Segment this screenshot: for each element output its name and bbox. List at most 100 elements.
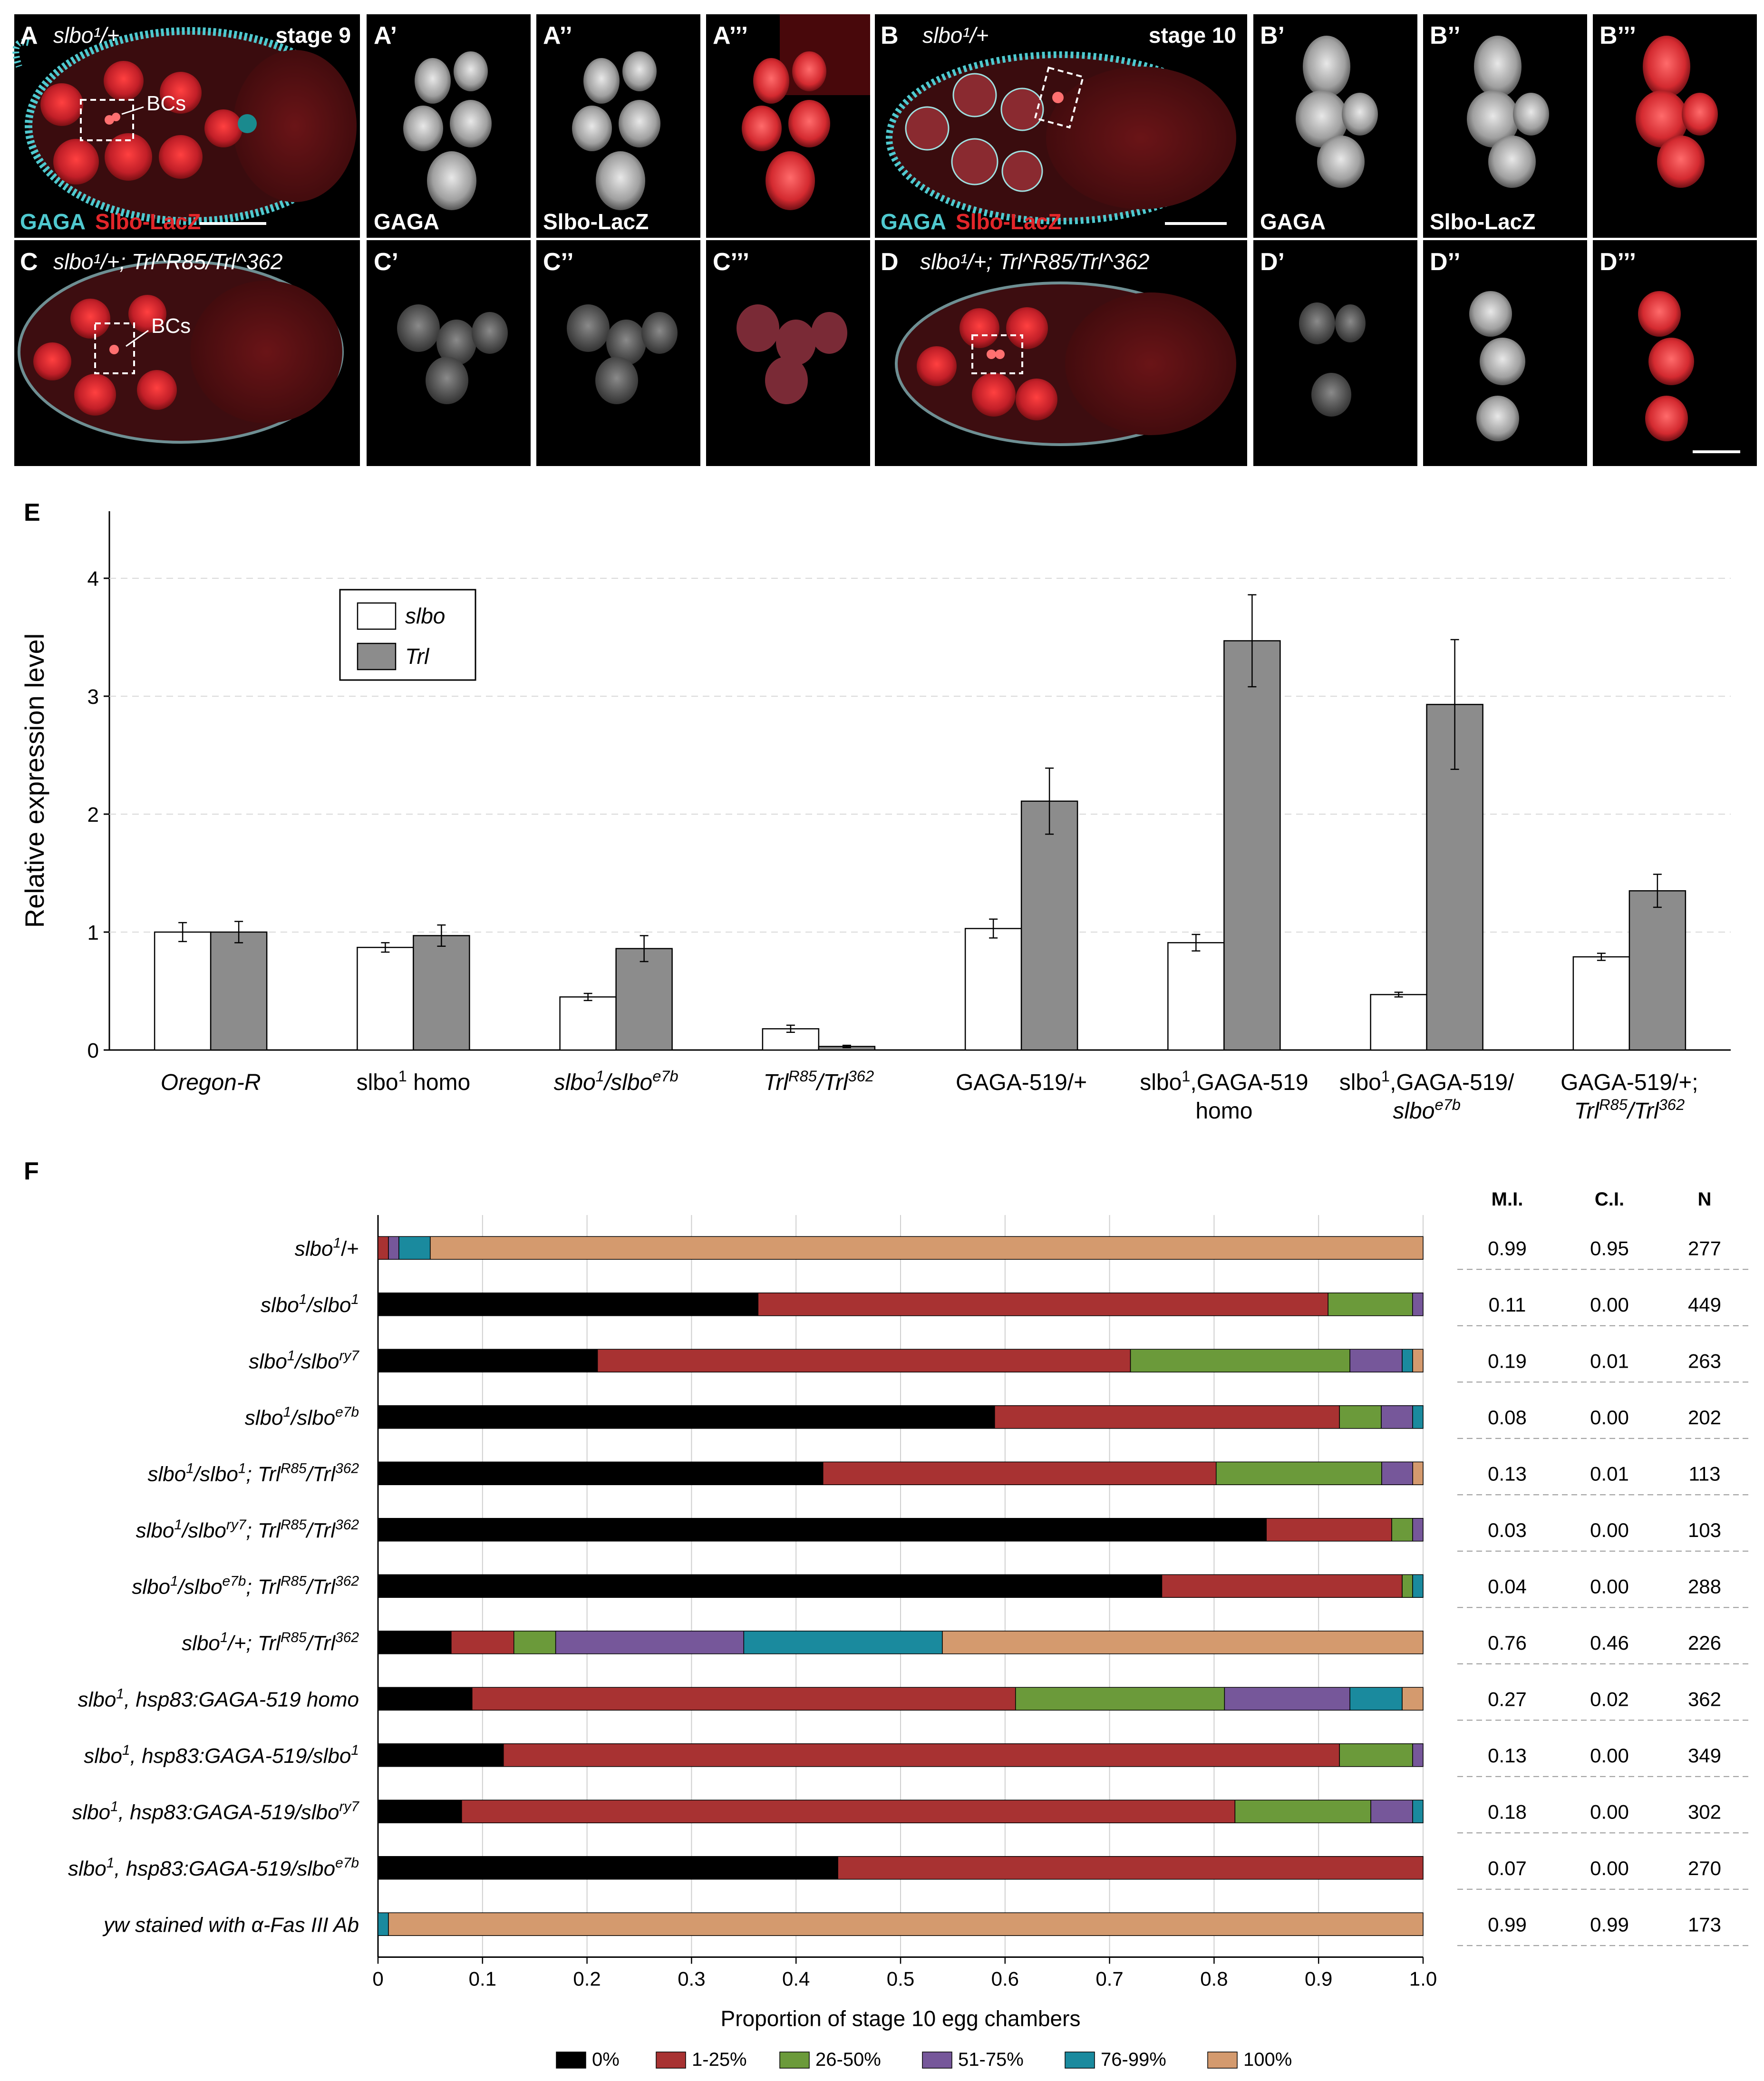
f-table-cell: 263 — [1688, 1350, 1721, 1372]
f-table-cell: 103 — [1688, 1519, 1721, 1541]
f-xtick-label: 0.5 — [887, 1968, 914, 1990]
f-table-cell: 0.13 — [1488, 1744, 1527, 1767]
e-ytick-label: 3 — [87, 685, 99, 709]
f-bar-segment — [1339, 1743, 1413, 1767]
f-table-cell: 0.08 — [1488, 1406, 1527, 1429]
f-bar-segment — [378, 1687, 473, 1711]
f-table-cell: 173 — [1688, 1913, 1721, 1935]
f-table-cell: 0.19 — [1488, 1350, 1527, 1372]
f-bar-segment — [1412, 1799, 1424, 1823]
f-table-cell: 0.02 — [1590, 1688, 1629, 1710]
f-table-cell: 449 — [1688, 1293, 1721, 1316]
f-table-cell: 277 — [1688, 1237, 1721, 1259]
panel-F-letter: F — [24, 1157, 39, 1185]
f-legend-label: 100% — [1243, 2049, 1292, 2070]
panel-B-stain-lacz: Slbo-LacZ — [956, 209, 1061, 234]
panel-C3-letter: C’’’ — [713, 248, 749, 276]
panel-B1-letter: B’ — [1260, 22, 1285, 49]
f-xtick-label: 0.9 — [1305, 1968, 1332, 1990]
panel-A-stage: stage 9 — [275, 23, 351, 48]
f-row-label: slbo1, hsp83:GAGA-519/slboe7b — [68, 1855, 359, 1880]
f-bar-segment — [1130, 1349, 1350, 1372]
e-category-label: GAGA-519/+ — [956, 1070, 1087, 1095]
panel-B-genotype: slbo¹/+ — [922, 23, 989, 48]
f-legend-label: 0% — [592, 2049, 620, 2070]
f-xtick-label: 1.0 — [1409, 1968, 1437, 1990]
e-category-label: Oregon-R — [161, 1070, 261, 1095]
panel-A2-stain: Slbo-LacZ — [543, 209, 649, 234]
f-bar-segment — [378, 1518, 1267, 1542]
panel-D2-letter: D’’ — [1430, 248, 1461, 276]
f-bar-segment — [942, 1631, 1424, 1654]
f-xtick-label: 0.4 — [782, 1968, 810, 1990]
f-bar-segment — [1412, 1293, 1424, 1316]
panel-C1-letter: C’ — [374, 248, 398, 276]
f-legend-label: 1-25% — [692, 2049, 747, 2070]
panel-D1-image — [1253, 240, 1417, 466]
f-bar-segment — [743, 1631, 943, 1654]
panel-D3-letter: D’’’ — [1599, 248, 1636, 276]
f-bar-segment — [378, 1574, 1163, 1598]
panel-C-bc-label: BCs — [151, 314, 191, 338]
f-row-label: yw stained with α-Fas III Ab — [102, 1913, 359, 1936]
f-bar-segment — [378, 1856, 838, 1880]
f-legend-swatch — [779, 2052, 810, 2069]
f-row-label: slbo1/slbo1; TrlR85/Trl362 — [148, 1461, 359, 1486]
f-table-cell: 0.11 — [1489, 1293, 1526, 1316]
e-ylabel: Relative expression level — [19, 633, 49, 928]
f-table-cell: 0.18 — [1488, 1800, 1527, 1823]
f-bar-segment — [513, 1631, 556, 1654]
f-table-cell: 0.01 — [1590, 1462, 1629, 1485]
e-ytick-label: 4 — [87, 567, 99, 591]
f-xtick-label: 0.7 — [1095, 1968, 1123, 1990]
f-bar-segment — [1412, 1349, 1424, 1372]
f-row-label: slbo1/slbory7 — [249, 1348, 359, 1373]
f-bar-segment — [378, 1349, 598, 1372]
egg-chamber-D — [895, 282, 1236, 446]
f-bar-segment — [1381, 1405, 1413, 1429]
panel-D-letter: D — [881, 248, 899, 276]
panel-C2-letter: C’’ — [543, 248, 574, 276]
f-bar-segment — [1412, 1405, 1424, 1429]
f-table-cell: 362 — [1688, 1688, 1721, 1710]
f-table-cell: 0.03 — [1488, 1519, 1527, 1541]
f-bar-segment — [378, 1405, 995, 1429]
f-row-label: slbo1/+; TrlR85/Trl362 — [182, 1630, 359, 1655]
f-bar-segment — [1328, 1293, 1413, 1316]
f-bar-segment — [1412, 1743, 1424, 1767]
e-ytick-label: 2 — [87, 803, 99, 827]
f-bar-segment — [1216, 1461, 1382, 1485]
f-bar-segment — [430, 1236, 1424, 1260]
f-bar-segment — [1402, 1687, 1424, 1711]
f-bar-segment — [1339, 1405, 1382, 1429]
e-bar-slbo — [357, 946, 414, 1051]
f-table-cell: 0.00 — [1590, 1293, 1629, 1316]
f-legend-swatch — [1207, 2052, 1238, 2069]
panel-B-letter: B — [881, 22, 899, 49]
panel-B2-stain: Slbo-LacZ — [1430, 209, 1535, 234]
f-table-header: C.I. — [1595, 1189, 1624, 1210]
f-bar-segment — [1402, 1574, 1413, 1598]
panel-B2-letter: B’’ — [1430, 22, 1461, 49]
f-bar-segment — [378, 1461, 824, 1485]
f-xtick-label: 0.1 — [469, 1968, 496, 1990]
f-bar-segment — [1412, 1461, 1424, 1485]
f-bar-segment — [994, 1405, 1340, 1429]
e-category-label: slbo1 homo — [357, 1067, 471, 1095]
f-bar-segment — [378, 1912, 389, 1936]
f-bar-segment — [1349, 1349, 1403, 1372]
panel-B3-letter: B’’’ — [1599, 22, 1636, 49]
f-row-label: slbo1, hsp83:GAGA-519/slbo1 — [84, 1742, 359, 1768]
f-table-cell: 0.99 — [1488, 1913, 1527, 1935]
panel-A-stain-gaga: GAGA — [20, 209, 86, 234]
f-bar-segment — [451, 1631, 514, 1654]
e-category-label: slbo1/slboe7b — [554, 1067, 678, 1095]
e-category-label: TrlR85/Trl362 — [764, 1067, 874, 1095]
f-table-header: N — [1698, 1189, 1712, 1210]
e-category-label: GAGA-519/+; — [1560, 1070, 1698, 1095]
egg-chamber-C — [18, 260, 344, 444]
f-bar-segment — [555, 1631, 745, 1654]
e-bar-Trl — [413, 935, 470, 1051]
f-table-cell: 0.07 — [1488, 1857, 1527, 1879]
panel-annotations: slbo¹/+ stage 9 BCs GAGA Slbo-LacZ GAGA … — [20, 23, 1535, 338]
